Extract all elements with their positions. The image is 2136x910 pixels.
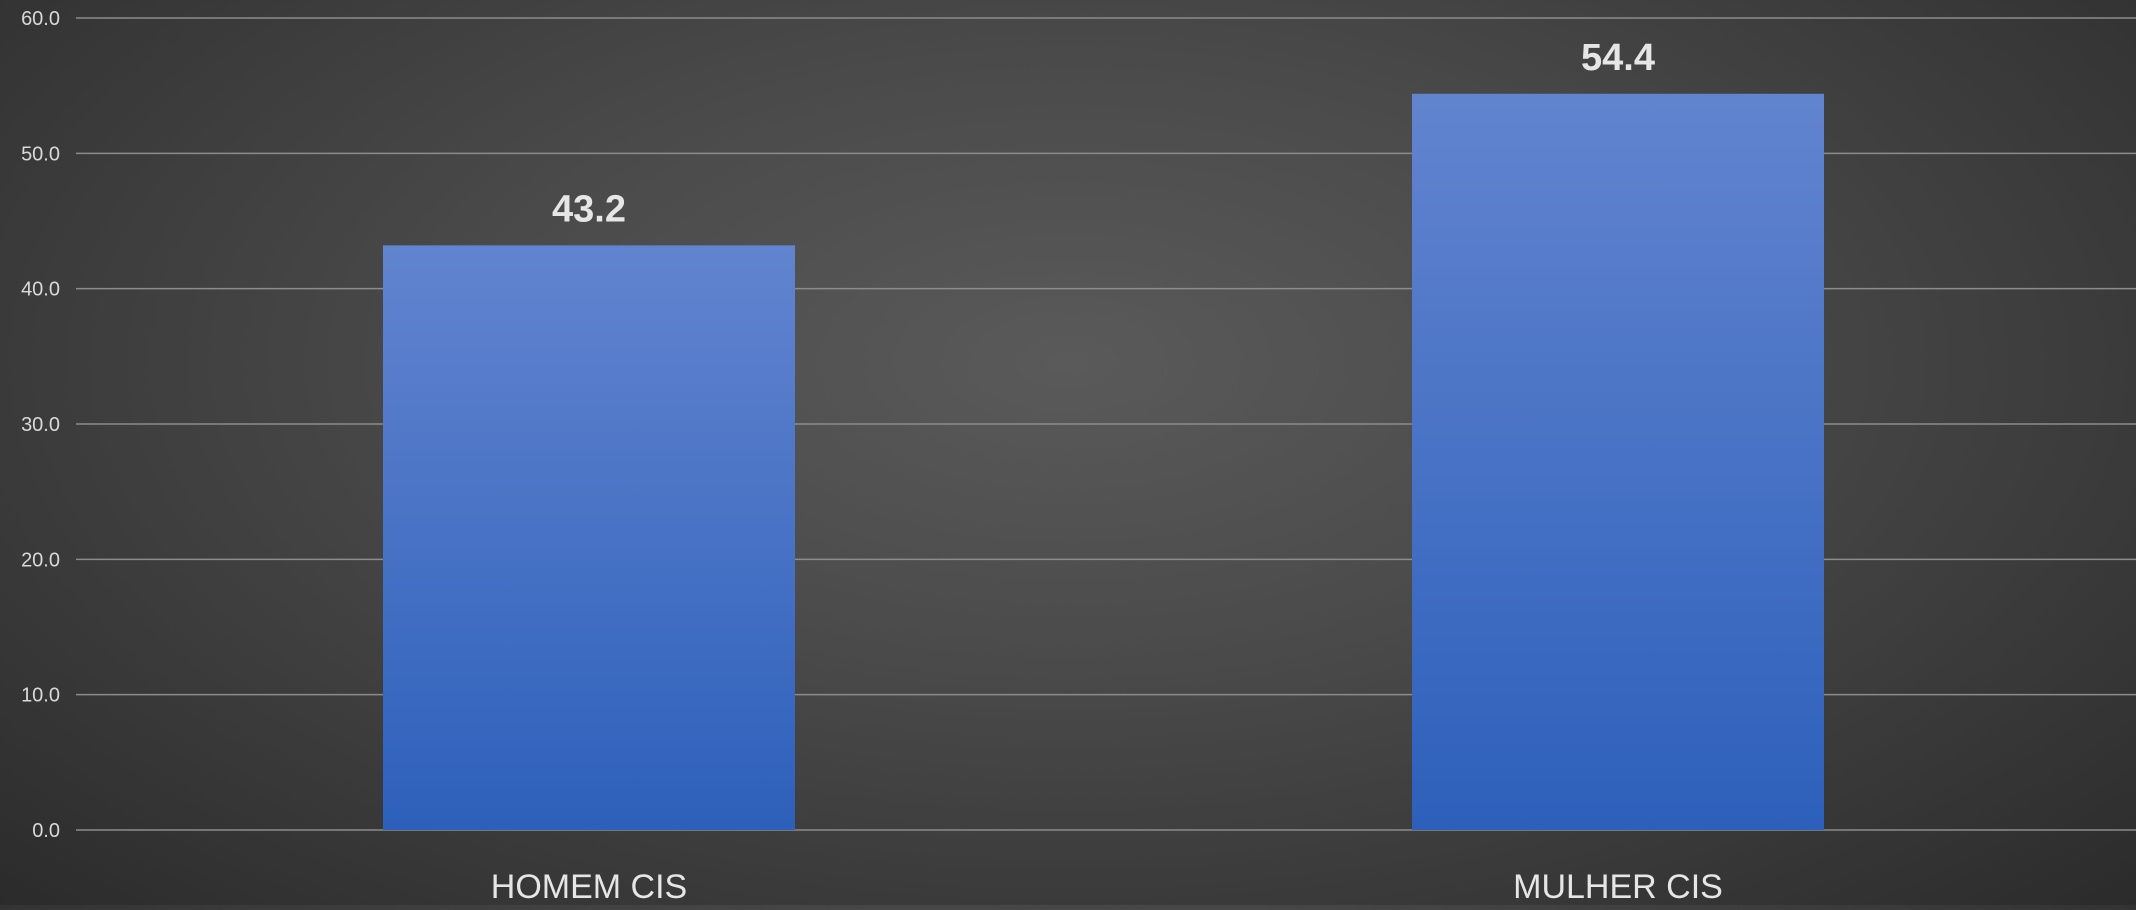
data-label: 43.2 [552,188,626,230]
y-tick-label: 40.0 [21,279,60,301]
y-tick-label: 10.0 [21,685,60,707]
x-tick-label: MULHER CIS [1513,868,1723,905]
x-axis-tick-labels: HOMEM CIS MULHER CIS [491,868,1723,906]
y-tick-label: 60.0 [21,8,60,30]
data-label: 54.4 [1581,37,1655,79]
y-tick-label: 0.0 [32,820,60,842]
y-tick-label: 30.0 [21,414,60,436]
y-tick-label: 50.0 [21,143,60,165]
y-tick-label: 20.0 [21,549,60,571]
bar [1412,93,1824,830]
bars [383,93,1824,831]
bar [383,245,795,831]
x-tick-label: HOMEM CIS [491,868,687,905]
data-labels: 43.2 54.4 [552,37,1655,231]
y-axis-tick-labels: 0.0 10.0 20.0 30.0 40.0 50.0 60.0 [21,8,60,842]
